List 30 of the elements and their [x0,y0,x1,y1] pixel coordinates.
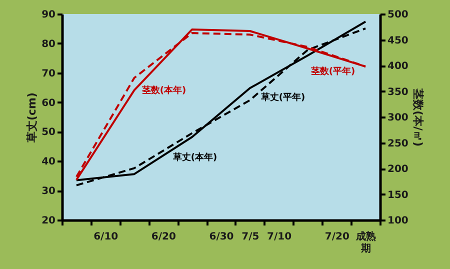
x-tick-label: 成熟期 [355,230,376,254]
y-tick-label: 70 [42,68,56,80]
y-tick-label: 80 [42,38,56,50]
y-tick-label: 50 [42,127,56,138]
series-label: 茎数(本年) [140,85,186,96]
x-tick-label: 6/10 [94,232,118,242]
y-axis-title: 草丈(cm) [26,92,39,144]
y2-tick-label: 400 [388,61,408,72]
y-tick-label: 30 [42,186,56,198]
y2-tick-label: 250 [388,138,408,150]
x-tick-label: 7/5 [242,232,260,242]
y-tick-label: 60 [42,98,56,109]
y-tick-label: 90 [42,10,56,20]
y2-tick-label: 500 [388,10,408,20]
y2-axis-title: 茎数(本/㎡) [411,87,424,147]
y2-tick-label: 100 [388,216,408,226]
x-tick-label: 7/10 [267,232,292,242]
y-tick-label: 20 [42,216,56,226]
y-tick-label: 40 [42,156,56,168]
x-tick-label: 6/20 [151,232,176,242]
x-tick-label: 7/20 [324,232,350,242]
y2-tick-label: 150 [388,190,408,201]
y2-tick-label: 450 [388,35,408,46]
x-tick-label: 6/30 [209,232,234,242]
y2-tick-label: 350 [388,86,408,98]
series-label: 茎数(平年) [310,66,356,77]
series-label: 草丈(平年) [260,92,306,103]
y2-tick-label: 200 [388,164,408,175]
series-label: 草丈(本年) [172,152,218,163]
y2-tick-label: 300 [388,112,408,124]
